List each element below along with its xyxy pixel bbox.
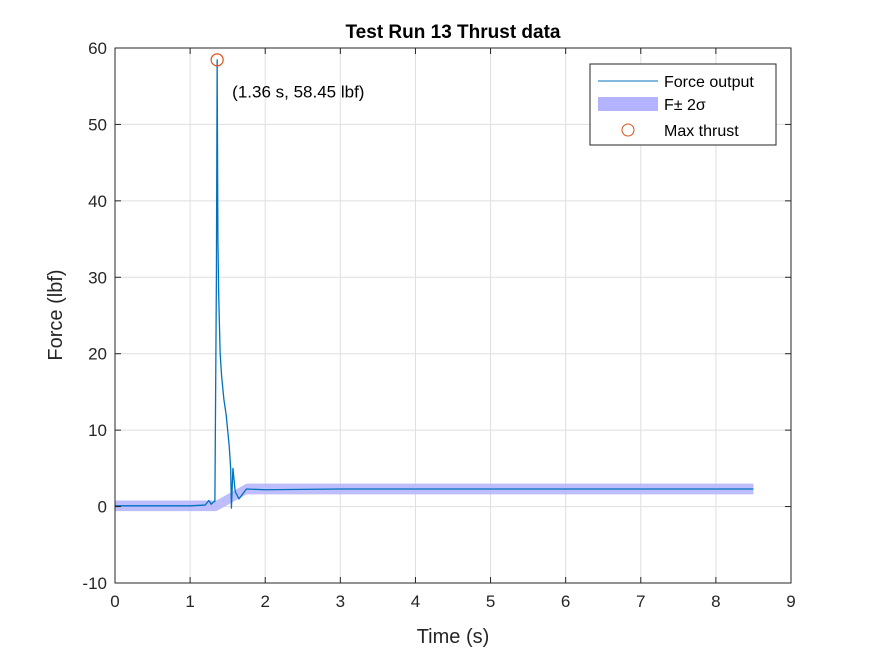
x-tick-label: 1 — [185, 592, 194, 611]
x-tick-label: 4 — [411, 592, 420, 611]
x-tick-label: 3 — [336, 592, 345, 611]
y-tick-label: 40 — [88, 192, 107, 211]
x-tick-label: 2 — [260, 592, 269, 611]
y-tick-label: 20 — [88, 345, 107, 364]
legend-label-max-thrust: Max thrust — [664, 123, 739, 140]
max-thrust-annotation: (1.36 s, 58.45 lbf) — [232, 83, 364, 102]
x-tick-label: 7 — [636, 592, 645, 611]
x-tick-label: 5 — [486, 592, 495, 611]
y-tick-label: 50 — [88, 115, 107, 134]
axes-box — [114, 47, 792, 584]
x-tick-label: 8 — [711, 592, 720, 611]
x-tick-label: 0 — [110, 592, 119, 611]
force-output-line — [115, 59, 754, 509]
sigma-band-layer — [115, 483, 754, 512]
y-axis-title: Force (lbf) — [45, 269, 67, 360]
x-tick-label: 6 — [561, 592, 570, 611]
x-tick-label: 9 — [786, 592, 795, 611]
x-axis-title: Time (s) — [417, 626, 490, 648]
legend-swatch-sigma-band — [598, 97, 658, 111]
legend: Force output F± 2σ Max thrust — [589, 63, 777, 146]
max-thrust-marker-layer — [210, 53, 224, 67]
y-tick-label: 60 — [88, 39, 107, 58]
y-tick-label: 30 — [88, 268, 107, 287]
sigma-band — [115, 483, 754, 512]
chart-title: Test Run 13 Thrust data — [345, 22, 560, 43]
y-tick-label: 0 — [98, 498, 107, 517]
legend-label-force-output: Force output — [664, 74, 754, 91]
max-thrust-point — [210, 53, 224, 67]
y-tick-label: 10 — [88, 421, 107, 440]
y-tick-label: -10 — [82, 574, 107, 593]
legend-label-sigma-band: F± 2σ — [664, 97, 706, 114]
force-line-layer — [115, 59, 754, 509]
legend-swatch-max-thrust — [621, 123, 635, 137]
